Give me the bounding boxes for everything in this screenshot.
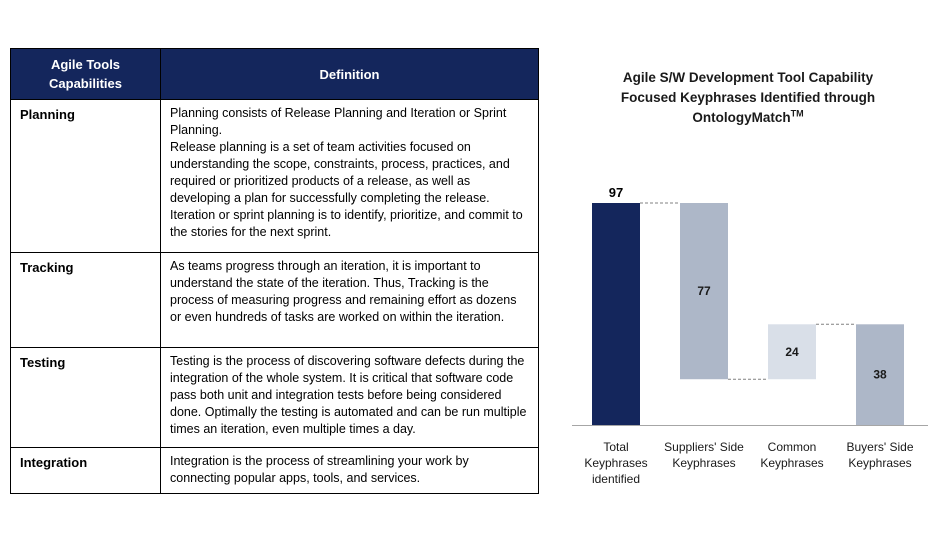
chart-title-line: OntologyMatchTM xyxy=(568,108,928,128)
chart-title-line: Focused Keyphrases Identified through xyxy=(620,90,876,105)
chart-title-text: OntologyMatch xyxy=(692,110,791,125)
waterfall-bar xyxy=(856,324,904,425)
chart-title-line: Agile S/W Development Tool Capability xyxy=(622,70,874,85)
data-label: 38 xyxy=(873,368,887,382)
definition-text: Planning consists of Release Planning an… xyxy=(170,106,507,137)
table-row: Planning Planning consists of Release Pl… xyxy=(10,99,539,253)
capability-definition: Integration is the process of streamlini… xyxy=(160,447,539,494)
category-label: identified xyxy=(592,472,640,486)
table-row: Integration Integration is the process o… xyxy=(10,447,539,494)
definition-text: As teams progress through an iteration, … xyxy=(170,259,517,324)
category-label: Keyphrases xyxy=(672,456,735,470)
waterfall-bar xyxy=(592,203,640,425)
chart-title: Agile S/W Development Tool Capability Fo… xyxy=(568,68,928,128)
capability-column-header: Agile Tools Capabilities xyxy=(10,48,161,100)
table-row: Testing Testing is the process of discov… xyxy=(10,347,539,448)
capability-definition: As teams progress through an iteration, … xyxy=(160,252,539,348)
capability-name: Planning xyxy=(10,99,161,253)
waterfall-bar xyxy=(680,203,728,380)
data-label: 97 xyxy=(609,185,623,200)
category-label: Total xyxy=(603,440,628,454)
definition-text: Testing is the process of discovering so… xyxy=(170,354,527,436)
capabilities-table: Agile Tools Capabilities Definition Plan… xyxy=(10,48,539,494)
waterfall-bar xyxy=(768,324,816,380)
data-label: 24 xyxy=(785,345,799,359)
data-label: 77 xyxy=(697,284,711,298)
category-label: Keyphrases xyxy=(848,456,911,470)
capability-definition: Testing is the process of discovering so… xyxy=(160,347,539,448)
definition-text: Integration is the process of streamlini… xyxy=(170,454,469,485)
definition-text: Iteration or sprint planning is to ident… xyxy=(170,208,523,239)
capability-name: Tracking xyxy=(10,252,161,348)
capability-header-line: Agile Tools xyxy=(50,57,121,72)
table-row: Tracking As teams progress through an it… xyxy=(10,252,539,348)
capability-name: Integration xyxy=(10,447,161,494)
definition-column-header: Definition xyxy=(160,48,539,100)
trademark-superscript: TM xyxy=(790,108,804,119)
category-label: Suppliers' Side xyxy=(664,440,744,454)
category-label: Keyphrases xyxy=(584,456,647,470)
capability-definition: Planning consists of Release Planning an… xyxy=(160,99,539,253)
category-label: Common xyxy=(768,440,817,454)
category-label: Keyphrases xyxy=(760,456,823,470)
category-label: Buyers' Side xyxy=(847,440,914,454)
capability-header-line: Capabilities xyxy=(49,76,122,91)
table-header-row: Agile Tools Capabilities Definition xyxy=(10,48,539,100)
definition-text: Release planning is a set of team activi… xyxy=(170,140,510,205)
